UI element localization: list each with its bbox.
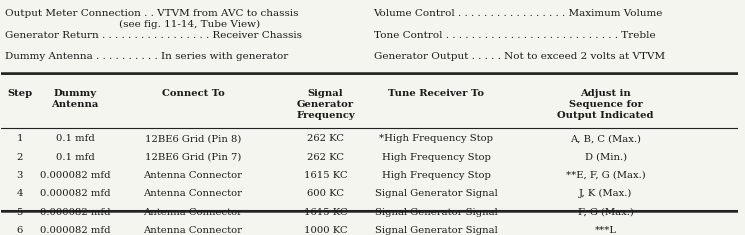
Text: 0.000082 mfd: 0.000082 mfd (39, 226, 110, 235)
Text: 3: 3 (16, 171, 23, 180)
Text: 262 KC: 262 KC (307, 153, 344, 162)
Text: Antenna Connector: Antenna Connector (144, 171, 242, 180)
Text: Antenna Connector: Antenna Connector (144, 189, 242, 198)
Text: 1: 1 (16, 134, 23, 143)
Text: 12BE6 Grid (Pin 7): 12BE6 Grid (Pin 7) (145, 153, 241, 162)
Text: Antenna Connector: Antenna Connector (144, 208, 242, 217)
Text: 0.000082 mfd: 0.000082 mfd (39, 208, 110, 217)
Text: Step: Step (7, 89, 32, 98)
Text: 6: 6 (16, 226, 23, 235)
Text: 2: 2 (16, 153, 23, 162)
Text: Dummy Antenna . . . . . . . . . . In series with generator: Dummy Antenna . . . . . . . . . . In ser… (5, 52, 288, 61)
Text: 1615 KC: 1615 KC (304, 171, 347, 180)
Text: High Frequency Stop: High Frequency Stop (381, 171, 491, 180)
Text: Adjust in
Sequence for
Output Indicated: Adjust in Sequence for Output Indicated (557, 89, 654, 120)
Text: 0.1 mfd: 0.1 mfd (56, 134, 95, 143)
Text: 0.1 mfd: 0.1 mfd (56, 153, 95, 162)
Text: Tune Receiver To: Tune Receiver To (388, 89, 484, 98)
Text: ***L: ***L (595, 226, 617, 235)
Text: A, B, C (Max.): A, B, C (Max.) (570, 134, 641, 143)
Text: J, K (Max.): J, K (Max.) (579, 189, 633, 198)
Text: 4: 4 (16, 189, 23, 198)
Text: Dummy
Antenna: Dummy Antenna (51, 89, 99, 109)
Text: High Frequency Stop: High Frequency Stop (381, 153, 491, 162)
Text: Signal Generator Signal: Signal Generator Signal (375, 189, 498, 198)
Text: *High Frequency Stop: *High Frequency Stop (379, 134, 493, 143)
Text: 0.000082 mfd: 0.000082 mfd (39, 189, 110, 198)
Text: 0.000082 mfd: 0.000082 mfd (39, 171, 110, 180)
Text: Tone Control . . . . . . . . . . . . . . . . . . . . . . . . . . . Treble: Tone Control . . . . . . . . . . . . . .… (373, 31, 655, 39)
Text: 262 KC: 262 KC (307, 134, 344, 143)
Text: 1000 KC: 1000 KC (304, 226, 347, 235)
Text: F, G (Max.): F, G (Max.) (577, 208, 633, 217)
Text: Connect To: Connect To (162, 89, 224, 98)
Text: Volume Control . . . . . . . . . . . . . . . . . Maximum Volume: Volume Control . . . . . . . . . . . . .… (373, 9, 663, 18)
Text: 600 KC: 600 KC (307, 189, 344, 198)
Text: **E, F, G (Max.): **E, F, G (Max.) (565, 171, 645, 180)
Text: (see fig. 11-14, Tube View): (see fig. 11-14, Tube View) (119, 20, 261, 29)
Text: Generator Return . . . . . . . . . . . . . . . . . Receiver Chassis: Generator Return . . . . . . . . . . . .… (5, 31, 302, 39)
Text: Antenna Connector: Antenna Connector (144, 226, 242, 235)
Text: 5: 5 (16, 208, 23, 217)
Text: Output Meter Connection . . VTVM from AVC to chassis: Output Meter Connection . . VTVM from AV… (5, 9, 299, 18)
Text: D (Min.): D (Min.) (585, 153, 627, 162)
Text: Signal
Generator
Frequency: Signal Generator Frequency (297, 89, 355, 120)
Text: 12BE6 Grid (Pin 8): 12BE6 Grid (Pin 8) (145, 134, 241, 143)
Text: Signal Generator Signal: Signal Generator Signal (375, 208, 498, 217)
Text: Generator Output . . . . . Not to exceed 2 volts at VTVM: Generator Output . . . . . Not to exceed… (373, 52, 665, 61)
Text: 1615 KC: 1615 KC (304, 208, 347, 217)
Text: Signal Generator Signal: Signal Generator Signal (375, 226, 498, 235)
